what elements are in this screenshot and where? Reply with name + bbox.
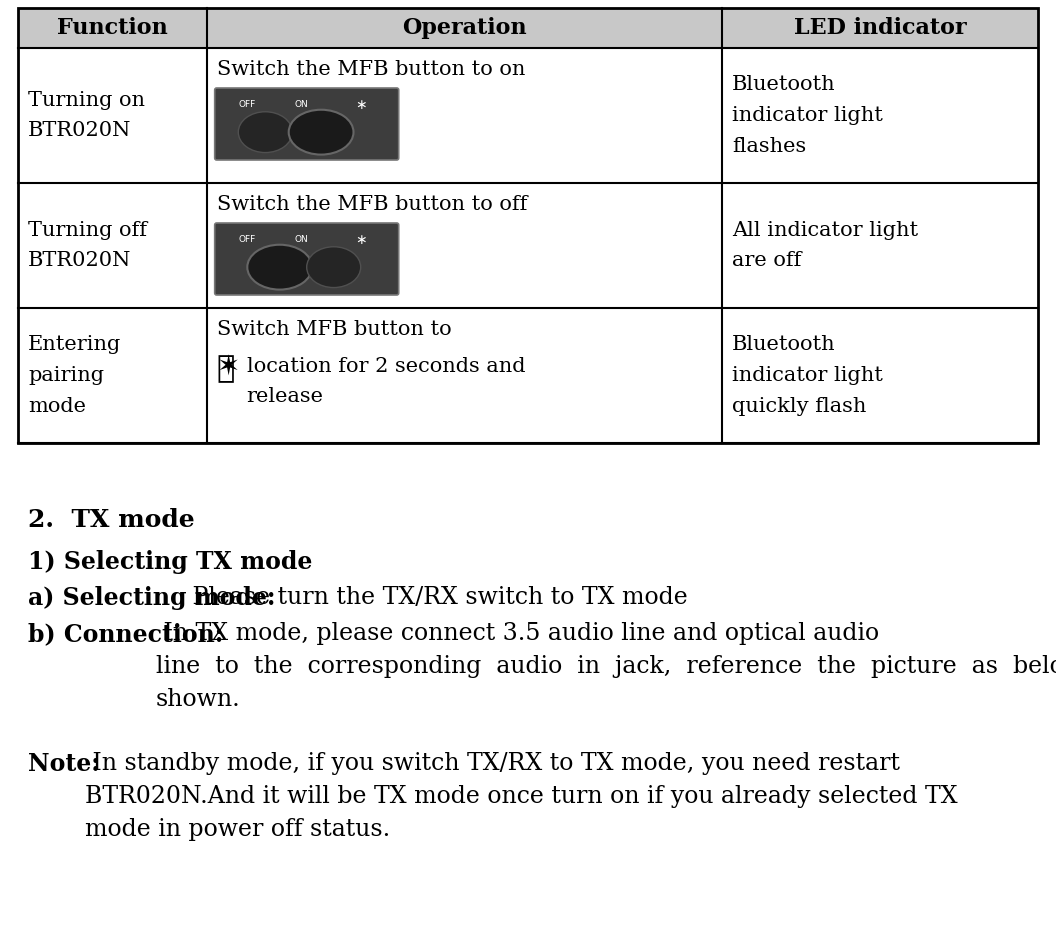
- Ellipse shape: [239, 112, 293, 153]
- Bar: [18, 8, 1038, 48]
- Text: Switch the MFB button to on: Switch the MFB button to on: [216, 60, 525, 79]
- Bar: [18, 8, 1038, 443]
- Text: ON: ON: [295, 235, 308, 245]
- Text: ON: ON: [295, 100, 308, 110]
- Text: Bluetooth
indicator light
flashes: Bluetooth indicator light flashes: [732, 75, 883, 156]
- Text: Switch the MFB button to off: Switch the MFB button to off: [216, 195, 527, 214]
- Text: ∗: ∗: [355, 98, 366, 112]
- FancyBboxPatch shape: [214, 223, 399, 295]
- Text: ∗: ∗: [355, 233, 366, 247]
- Text: Turning off
BTR020N: Turning off BTR020N: [29, 220, 147, 270]
- Text: Note:: Note:: [29, 752, 100, 776]
- Text: LED indicator: LED indicator: [794, 17, 966, 39]
- Ellipse shape: [247, 245, 313, 290]
- Text: b) Connection:: b) Connection:: [29, 622, 224, 646]
- Text: In standby mode, if you switch TX/RX to TX mode, you need restart
BTR020N.And it: In standby mode, if you switch TX/RX to …: [84, 752, 958, 840]
- Text: ⦿: ⦿: [216, 354, 234, 383]
- Ellipse shape: [288, 110, 354, 155]
- Bar: [18, 48, 1038, 183]
- Text: 1) Selecting TX mode: 1) Selecting TX mode: [29, 550, 313, 574]
- Text: location for 2 seconds and
release: location for 2 seconds and release: [247, 357, 525, 405]
- Bar: [18, 183, 1038, 308]
- Text: OFF: OFF: [239, 235, 256, 245]
- Text: 2.  TX mode: 2. TX mode: [29, 508, 194, 532]
- Text: Turning on
BTR020N: Turning on BTR020N: [29, 90, 145, 141]
- Text: Bluetooth
indicator light
quickly flash: Bluetooth indicator light quickly flash: [732, 335, 883, 416]
- Text: a) Selecting mode:: a) Selecting mode:: [29, 586, 276, 610]
- Text: Please turn the TX/RX switch to TX mode: Please turn the TX/RX switch to TX mode: [185, 586, 687, 609]
- Text: In TX mode, please connect 3.5 audio line and optical audio
line  to  the  corre: In TX mode, please connect 3.5 audio lin…: [156, 622, 1056, 711]
- FancyBboxPatch shape: [214, 88, 399, 160]
- Text: ✶: ✶: [216, 354, 240, 382]
- Text: Entering
pairing
mode: Entering pairing mode: [29, 335, 121, 416]
- Text: All indicator light
are off: All indicator light are off: [732, 220, 918, 270]
- Text: Function: Function: [57, 17, 168, 39]
- Ellipse shape: [306, 247, 361, 288]
- Text: OFF: OFF: [239, 100, 256, 110]
- Text: Operation: Operation: [402, 17, 527, 39]
- Bar: [18, 308, 1038, 443]
- Text: Switch MFB button to: Switch MFB button to: [216, 320, 451, 339]
